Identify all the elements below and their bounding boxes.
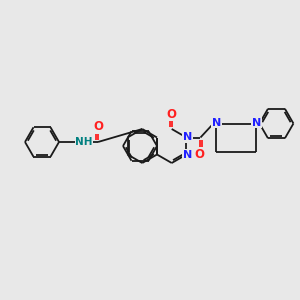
Text: N: N [183, 133, 192, 142]
Text: N: N [252, 118, 261, 128]
Text: N: N [212, 118, 221, 128]
Text: O: O [167, 107, 177, 121]
Text: NH: NH [75, 137, 93, 147]
Text: O: O [194, 148, 204, 161]
Text: N: N [183, 149, 192, 160]
Text: O: O [93, 121, 103, 134]
